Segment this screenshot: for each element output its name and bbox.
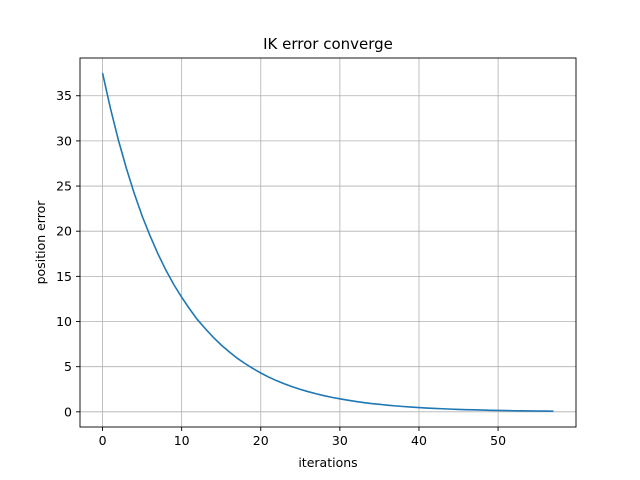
plot-frame <box>79 57 577 428</box>
series-line <box>101 72 554 412</box>
x-tick-label: 40 <box>411 433 427 448</box>
x-tick-label: 50 <box>490 433 506 448</box>
y-tick-label: 35 <box>56 88 72 103</box>
x-tick-label: 0 <box>99 433 107 448</box>
y-axis-label: position error <box>33 200 48 285</box>
x-axis-label: iterations <box>298 455 357 470</box>
axis-ticks: 0 10 20 30 40 50 0 5 10 15 20 25 30 35 <box>56 88 506 448</box>
y-tick-label: 20 <box>56 224 72 239</box>
y-tick-label: 5 <box>64 359 72 374</box>
y-tick-label: 0 <box>64 404 72 419</box>
grid-lines <box>80 58 576 427</box>
y-tick-label: 25 <box>56 179 72 194</box>
x-tick-label: 10 <box>174 433 190 448</box>
y-tick-label: 30 <box>56 133 72 148</box>
x-tick-label: 30 <box>332 433 348 448</box>
y-tick-label: 15 <box>56 269 72 284</box>
chart-title: IK error converge <box>263 35 393 53</box>
x-tick-label: 20 <box>253 433 269 448</box>
y-tick-label: 10 <box>56 314 72 329</box>
